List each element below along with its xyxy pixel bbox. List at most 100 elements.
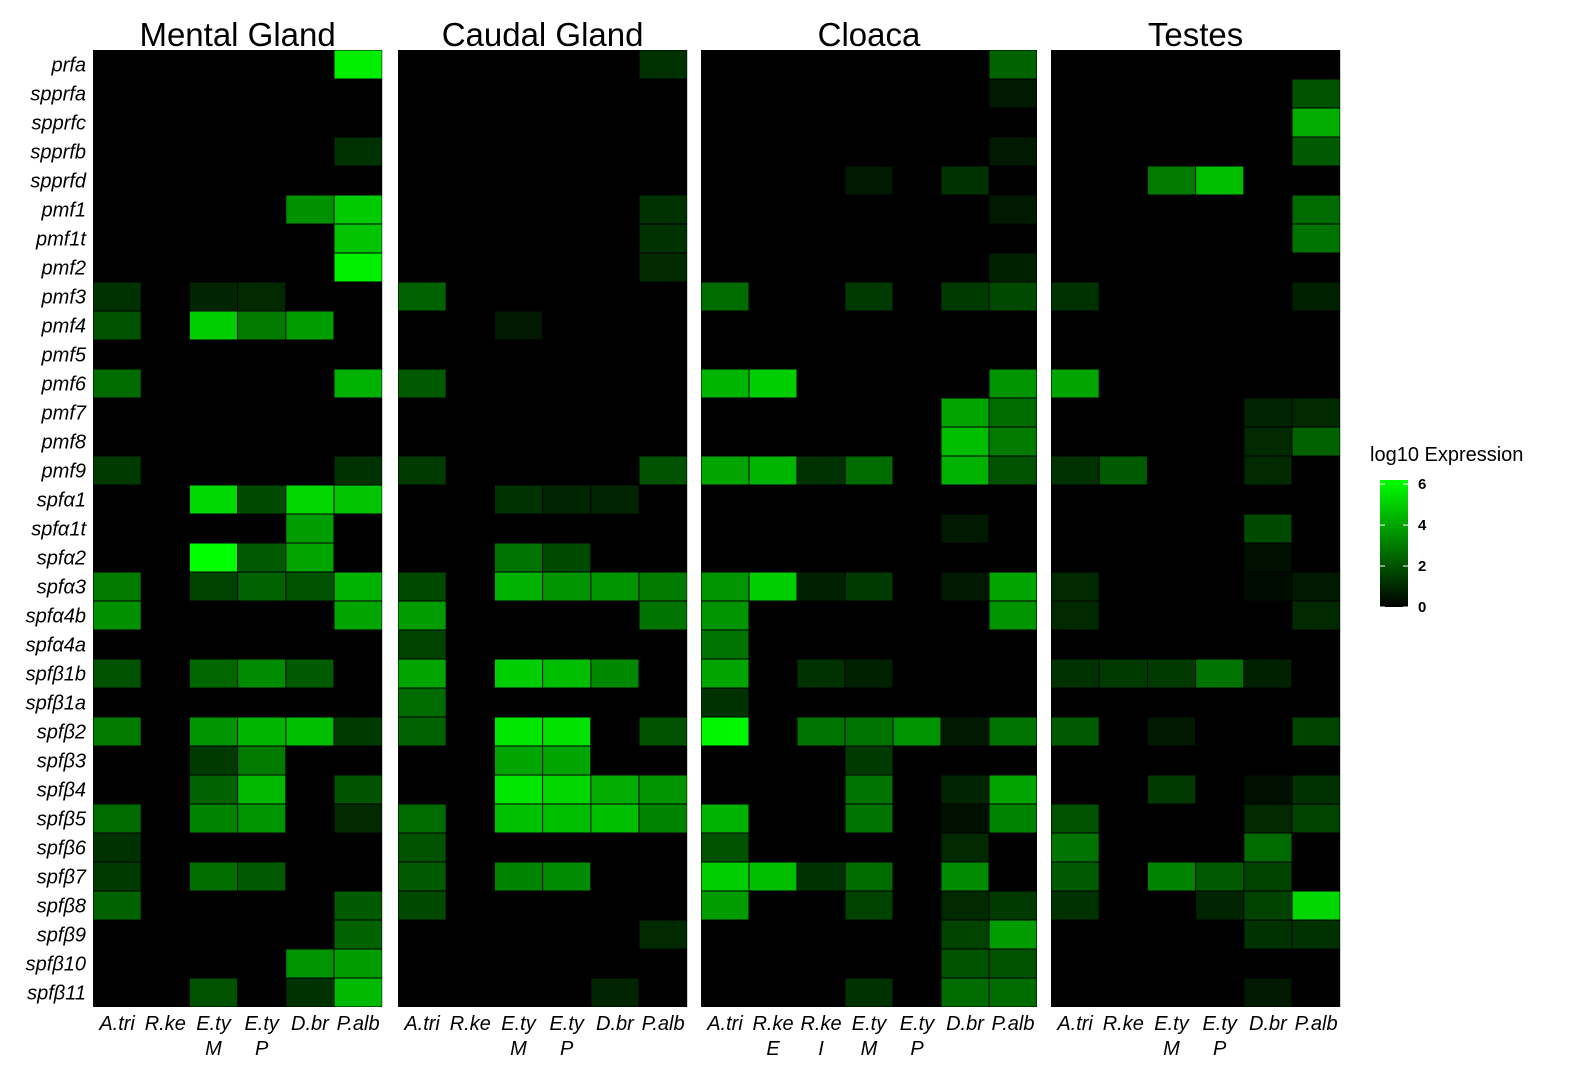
- heatmap-cell: [701, 688, 749, 717]
- heatmap-cell: [398, 456, 446, 485]
- column-label: P.alb: [337, 1013, 380, 1035]
- column-label: M: [1163, 1038, 1180, 1060]
- column-label: E.ty: [549, 1013, 584, 1035]
- heatmap-cell: [591, 659, 639, 688]
- heatmap-cell: [639, 195, 687, 224]
- heatmap-cell: [639, 717, 687, 746]
- heatmap-cell: [989, 891, 1037, 920]
- row-label: spfβ1b: [26, 664, 86, 686]
- heatmap-cell: [334, 804, 382, 833]
- panel-background: [398, 50, 688, 1007]
- heatmap-cell: [845, 978, 893, 1007]
- row-label: pmf5: [41, 345, 87, 367]
- heatmap-cell: [591, 572, 639, 601]
- panel-background: [93, 50, 383, 1007]
- heatmap-cell: [941, 891, 989, 920]
- heatmap-cell: [334, 369, 382, 398]
- column-label: M: [861, 1038, 878, 1060]
- heatmap-cell: [845, 891, 893, 920]
- heatmap-cell: [1244, 398, 1292, 427]
- column-label: P: [255, 1038, 269, 1060]
- heatmap-cell: [941, 427, 989, 456]
- heatmap-cell: [93, 456, 141, 485]
- heatmap-cell: [286, 717, 334, 746]
- heatmap-cell: [941, 949, 989, 978]
- heatmap-cell: [398, 833, 446, 862]
- heatmap-cell: [701, 862, 749, 891]
- column-label: D.br: [291, 1013, 330, 1035]
- column-label: E.ty: [196, 1013, 231, 1035]
- panel-caudal-gland: Caudal Gland A.tri R.ke E.ty M E.ty P D.br P.alb: [398, 16, 688, 1060]
- heatmap-cell: [1244, 775, 1292, 804]
- heatmap-cell: [845, 862, 893, 891]
- heatmap-cell: [494, 862, 543, 891]
- heatmap-cell: [494, 717, 543, 746]
- heatmap-cell: [286, 949, 334, 978]
- heatmap-cell: [941, 978, 989, 1007]
- heatmap-cell: [93, 659, 141, 688]
- heatmap-cell: [845, 804, 893, 833]
- column-label: E.ty: [501, 1013, 536, 1035]
- heatmap-cell: [941, 456, 989, 485]
- heatmap-cell: [989, 50, 1037, 79]
- heatmap-cell: [189, 282, 238, 311]
- column-label: I: [818, 1038, 824, 1060]
- panel-mental-gland: Mental Gland A.tri R.ke E.ty M E.ty P D.br P.alb: [93, 16, 383, 1060]
- heatmap-cell: [1051, 833, 1099, 862]
- heatmap-cell: [189, 572, 238, 601]
- heatmap-cell: [398, 601, 446, 630]
- heatmap-cell: [93, 369, 141, 398]
- heatmap-cell: [701, 833, 749, 862]
- heatmap-cell: [1292, 775, 1340, 804]
- heatmap-cell: [989, 79, 1037, 108]
- heatmap-cell: [286, 195, 334, 224]
- heatmap-cell: [286, 311, 334, 340]
- heatmap-cell: [398, 282, 446, 311]
- heatmap-cell: [543, 717, 591, 746]
- row-label: spfβ2: [37, 722, 86, 744]
- column-label: E.ty: [1202, 1013, 1237, 1035]
- heatmap-cell: [543, 804, 591, 833]
- heatmap-cell: [845, 746, 893, 775]
- row-label: prfa: [51, 55, 86, 77]
- row-label: spfβ10: [26, 954, 86, 976]
- heatmap-cell: [989, 978, 1037, 1007]
- heatmap-cell: [1051, 804, 1099, 833]
- row-label: spfβ7: [37, 867, 87, 889]
- heatmap-cell: [989, 920, 1037, 949]
- heatmap-cell: [334, 195, 382, 224]
- heatmap-cell: [1244, 833, 1292, 862]
- heatmap-cell: [941, 804, 989, 833]
- row-label: spprfa: [30, 84, 86, 106]
- heatmap-cell: [238, 543, 286, 572]
- heatmap-cell: [1051, 717, 1099, 746]
- heatmap-cell: [941, 862, 989, 891]
- heatmap-cell: [189, 311, 238, 340]
- heatmap-cell: [989, 775, 1037, 804]
- heatmap-cell: [1147, 166, 1196, 195]
- heatmap-cell: [1051, 601, 1099, 630]
- heatmap-cell: [543, 485, 591, 514]
- heatmap-cell: [845, 659, 893, 688]
- heatmap-cell: [1292, 427, 1340, 456]
- heatmap-cell: [1099, 456, 1147, 485]
- heatmap-cell: [591, 978, 639, 1007]
- heatmap-cell: [893, 717, 941, 746]
- heatmap-cell: [398, 659, 446, 688]
- heatmap-cell: [845, 166, 893, 195]
- heatmap-cell: [543, 543, 591, 572]
- heatmap-cell: [1051, 456, 1099, 485]
- heatmap-cell: [941, 572, 989, 601]
- heatmap-cell: [797, 717, 845, 746]
- heatmap-cell: [941, 514, 989, 543]
- heatmap-cell: [845, 282, 893, 311]
- legend-tick-label: 4: [1418, 517, 1427, 534]
- heatmap-cell: [989, 456, 1037, 485]
- heatmap-cell: [286, 543, 334, 572]
- row-label: pmf7: [41, 403, 87, 425]
- heatmap-cell: [286, 978, 334, 1007]
- heatmap-cell: [797, 659, 845, 688]
- row-label: spfα2: [37, 548, 86, 570]
- heatmap-cell: [1196, 891, 1244, 920]
- heatmap-cell: [238, 282, 286, 311]
